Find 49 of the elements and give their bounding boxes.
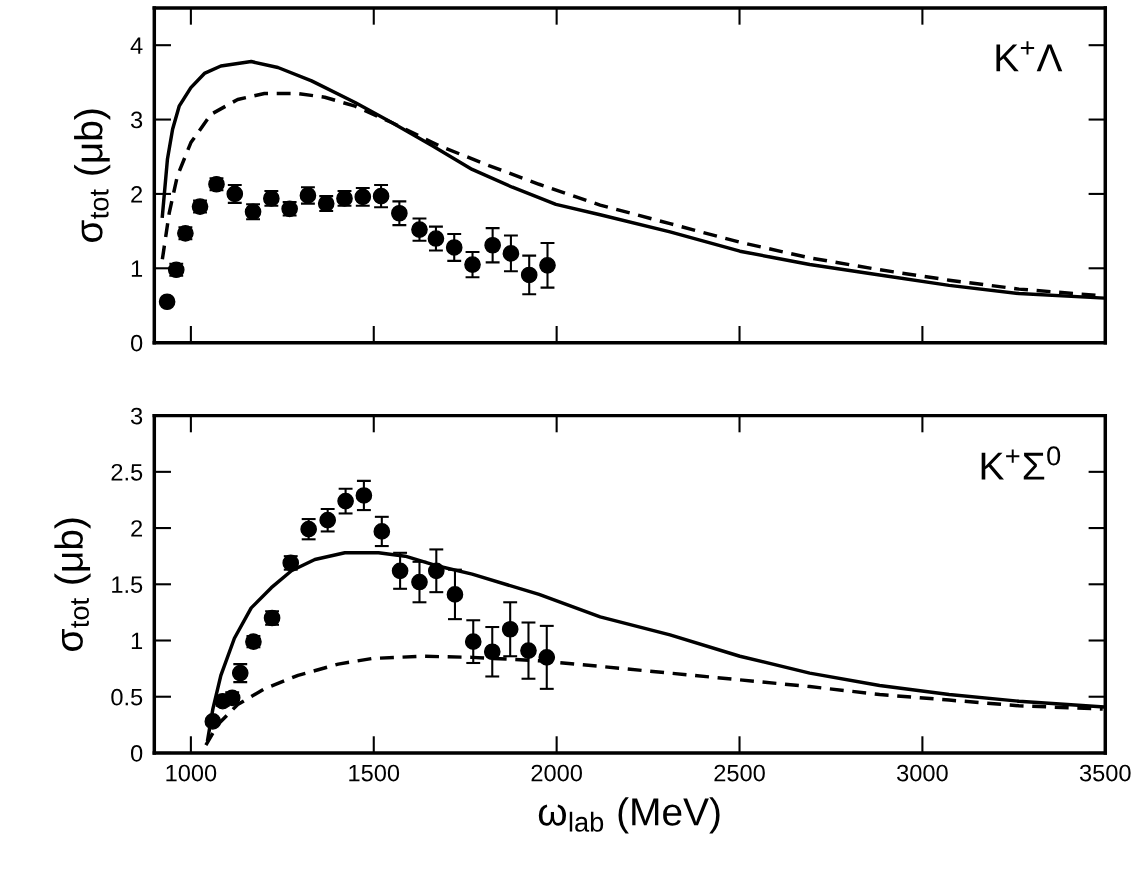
y-tick-label: 0.5	[111, 688, 143, 706]
point	[427, 562, 445, 580]
point	[446, 586, 464, 603]
point	[464, 256, 481, 273]
y-tick-label: 1	[131, 260, 143, 277]
point	[158, 293, 176, 311]
point	[520, 642, 537, 659]
point	[484, 236, 501, 254]
y-tick-label: 2.5	[111, 463, 143, 481]
y-tick-label: 1.5	[112, 576, 143, 594]
x-tick-label: 2000	[531, 764, 582, 782]
y-tick-label: 0	[130, 745, 143, 762]
annotation: K$^{+}$Σ$^{0}$	[981, 446, 1061, 480]
x-tick-label: 1500	[349, 764, 400, 782]
y-tick-label: 1	[131, 632, 143, 650]
point	[391, 562, 409, 580]
y-tick-label: 3	[130, 407, 143, 425]
y-tick-label: 2	[131, 185, 143, 203]
y-tick-label: 2	[131, 520, 143, 537]
point	[483, 643, 501, 661]
y-axis-title: σ$_{tot}$ (μb)	[54, 518, 91, 651]
point	[539, 256, 556, 274]
annotation: K$^{+}$Λ	[996, 41, 1063, 72]
y-tick-label: 4	[130, 37, 143, 54]
point	[373, 523, 391, 540]
point	[427, 230, 445, 247]
x-tick-label: 2500	[714, 764, 765, 782]
point	[538, 649, 556, 666]
point	[445, 239, 463, 256]
y-tick-label: 3	[130, 111, 143, 129]
point	[391, 204, 408, 222]
point	[501, 620, 519, 638]
point	[502, 245, 520, 262]
point	[372, 187, 390, 205]
y-tick-label: 0	[130, 334, 143, 352]
point	[204, 713, 222, 730]
x-axis-title: ω$_{lab}$ (MeV)	[538, 797, 720, 834]
point	[520, 266, 538, 284]
y-axis-title: σ$_{tot}$ (μb)	[74, 109, 111, 242]
point	[411, 573, 428, 591]
point	[319, 511, 337, 529]
point	[411, 221, 428, 238]
point	[223, 689, 241, 707]
point	[337, 492, 354, 510]
point	[355, 487, 373, 504]
x-tick-label: 3000	[897, 764, 948, 782]
point	[464, 633, 482, 650]
x-tick-label: 3500	[1079, 764, 1131, 782]
x-tick-label: 1000	[166, 764, 217, 782]
